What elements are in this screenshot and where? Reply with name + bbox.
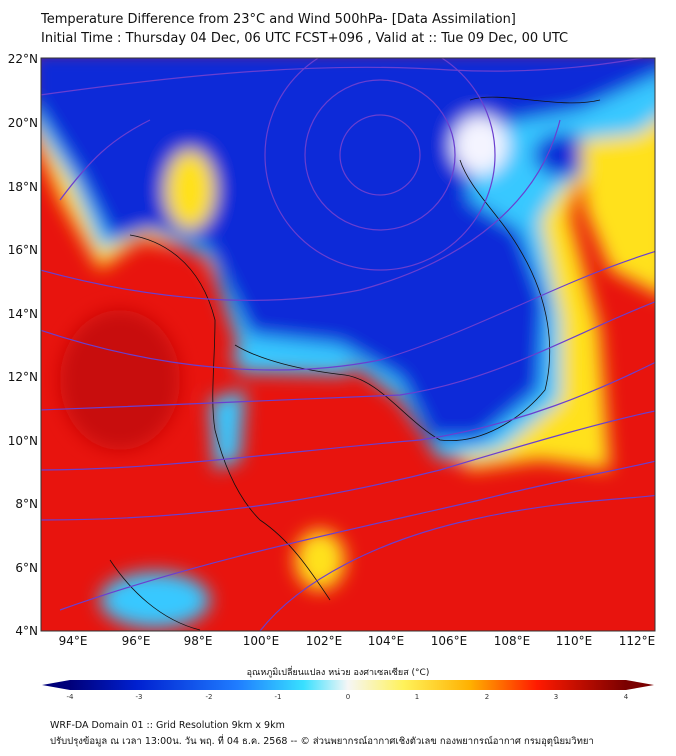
lon-label: 102°E [306,634,343,648]
lon-label: 94°E [59,634,88,648]
colorbar-tick: -4 [67,693,75,701]
lon-label: 112°E [619,634,656,648]
lon-label: 104°E [368,634,405,648]
colorbar-tick: 4 [624,693,629,701]
lon-label: 100°E [243,634,280,648]
chart-title: Temperature Difference from 23°C and Win… [41,12,516,27]
longitude-axis: 94°E 96°E 98°E 100°E 102°E 104°E 106°E 1… [59,634,656,648]
colorbar-tick: 1 [415,693,419,701]
colorbar-label: อุณหภูมิเปลี่ยนแปลง หน่วย องศาเซลเซียส (… [246,668,430,678]
colorbar-tick: -2 [206,693,213,701]
lon-label: 108°E [494,634,531,648]
colorbar-min-arrow [42,680,70,690]
colorbar-max-arrow [626,680,654,690]
lat-label: 10°N [8,434,38,448]
colorbar-tick: 0 [346,693,350,701]
temperature-field [41,58,655,631]
colorbar-tick: 2 [485,693,489,701]
colorbar-tick: 3 [554,693,558,701]
lat-label: 8°N [15,497,38,511]
latitude-axis: 22°N 20°N 18°N 16°N 14°N 12°N 10°N 8°N 6… [8,52,38,638]
lon-label: 96°E [122,634,151,648]
lat-label: 4°N [15,624,38,638]
lat-label: 22°N [8,52,38,66]
lat-label: 18°N [8,180,38,194]
coastlines [109,96,601,631]
streamlines [41,58,655,631]
colorbar: -4 -3 -2 -1 0 1 2 3 4 [42,680,654,701]
lat-label: 20°N [8,116,38,130]
map-frame [40,57,656,632]
colorbar-tick: -1 [275,693,282,701]
lat-label: 14°N [8,307,38,321]
lat-label: 6°N [15,561,38,575]
colorbar-tick: -3 [136,693,143,701]
lon-label: 98°E [184,634,213,648]
lat-label: 16°N [8,243,38,257]
chart-subtitle: Initial Time : Thursday 04 Dec, 06 UTC F… [41,31,569,46]
colorbar-gradient [70,680,626,690]
lon-label: 106°E [431,634,468,648]
lon-label: 110°E [556,634,593,648]
footer-update-info: ปรับปรุงข้อมูล ณ เวลา 13:00น. วัน พฤ. ที… [50,736,594,747]
footer-model-info: WRF-DA Domain 01 :: Grid Resolution 9km … [50,720,285,731]
lat-label: 12°N [8,370,38,384]
